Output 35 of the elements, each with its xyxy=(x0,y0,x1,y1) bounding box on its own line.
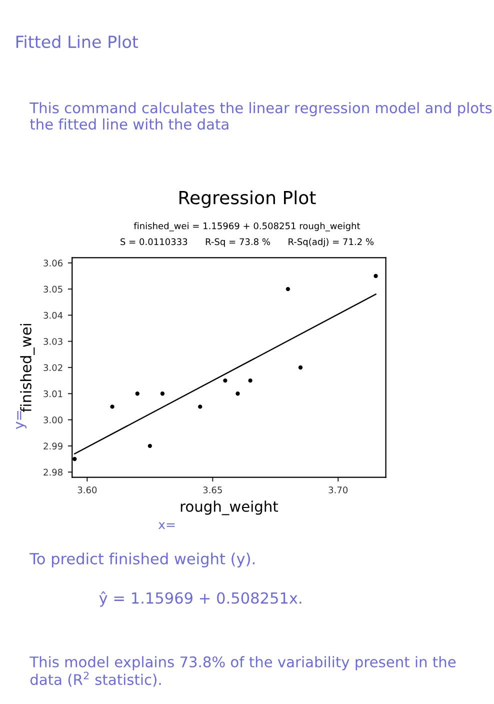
x-tick-label: 3.65 xyxy=(203,486,222,494)
text: To predict finished weight (y). xyxy=(30,552,254,568)
x-tick-label: 3.70 xyxy=(328,486,348,494)
point xyxy=(248,378,252,383)
point xyxy=(223,378,228,383)
y-tick-label: 3.02 xyxy=(44,364,62,372)
point xyxy=(110,404,114,409)
text: This command calculates the linear regression model and plots the fitted line with the data xyxy=(30,102,492,130)
point xyxy=(286,286,290,292)
point xyxy=(135,392,140,396)
point xyxy=(374,274,378,278)
y-tick-label: 3.03 xyxy=(44,338,62,345)
x-axis-title: rough_weight xyxy=(180,500,278,516)
x-tick-label: 3.60 xyxy=(78,486,97,494)
y-tick-label: 3.01 xyxy=(44,390,62,398)
text: ŷ = 1.15969 + 0.508251x. xyxy=(99,591,302,607)
chart-title: Regression Plot xyxy=(180,190,316,208)
y-tick-label: 3.06 xyxy=(44,260,63,266)
point xyxy=(72,456,77,462)
y-tick-label: 2.98 xyxy=(44,468,62,476)
point xyxy=(198,404,202,409)
text: Fitted Line Plot xyxy=(16,35,138,48)
y-tick-label: 2.99 xyxy=(44,442,62,450)
y-tick-label: 3.05 xyxy=(44,286,62,293)
y-axis-title: finished_wei xyxy=(20,324,35,412)
y-tick-label: 3.04 xyxy=(44,312,63,319)
y-tick-label: 3.00 xyxy=(44,416,62,424)
point xyxy=(160,392,165,396)
text: y= xyxy=(16,411,26,430)
point xyxy=(148,444,152,448)
point xyxy=(236,392,240,396)
point xyxy=(298,365,303,370)
text: This model explains 73.8% of the variability present in the data (R$^{2}$ statistic). xyxy=(30,656,456,687)
chart-subtitle: finished_wei = 1.15969 + 0.508251 rough_weight S = 0.0110333 R-Sq = 73.8 % R-Sq(adj) = 71.2 % xyxy=(120,222,374,247)
text: x= xyxy=(158,522,175,530)
